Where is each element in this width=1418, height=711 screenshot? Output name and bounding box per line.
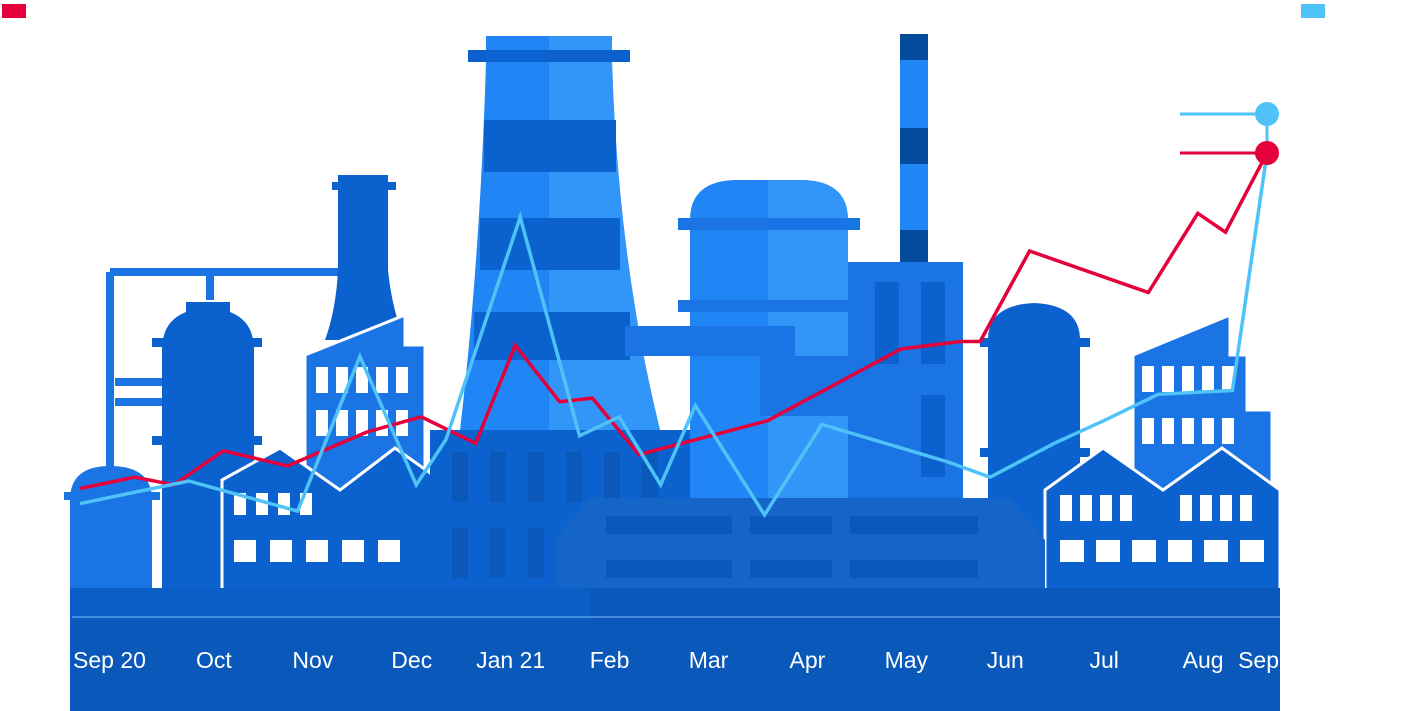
x-axis-band	[70, 588, 1280, 711]
x-tick-label: Oct	[196, 647, 232, 673]
legend-swatch-light-icon	[1301, 4, 1325, 18]
end-markers	[1180, 102, 1279, 165]
x-tick-label: Feb	[590, 647, 630, 673]
x-tick-label: Sep 20	[73, 647, 146, 673]
x-tick-label: Nov	[292, 647, 333, 673]
x-tick-label: Jul	[1089, 647, 1118, 673]
factory-skyline-illustration	[64, 34, 1282, 620]
legend-swatch-red-icon	[2, 4, 26, 18]
x-tick-label: Apr	[790, 647, 826, 673]
end-marker-dot	[1255, 141, 1279, 165]
x-tick-label: Sep	[1238, 647, 1279, 673]
series-layer	[79, 152, 1269, 519]
x-tick-label: Mar	[689, 647, 729, 673]
x-tick-label: Dec	[391, 647, 432, 673]
x-tick-label: May	[885, 647, 929, 673]
x-tick-label: Jan 21	[476, 647, 545, 673]
x-tick-label: Jun	[987, 647, 1024, 673]
series-line-red	[79, 152, 1269, 491]
end-marker-dot	[1255, 102, 1279, 126]
x-tick-label: Aug	[1183, 647, 1224, 673]
x-axis-ticks: Sep 20 Oct Nov Dec Jan 21 Feb Mar Apr May Jun Jul A…	[73, 647, 1279, 673]
series-line-light-blue	[79, 152, 1269, 519]
